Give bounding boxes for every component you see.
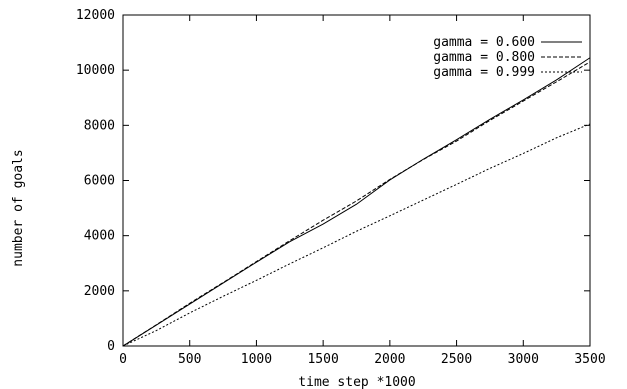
x-tick-label: 0 <box>119 352 127 367</box>
series-line-2 <box>122 61 591 347</box>
x-tick-label: 2000 <box>374 352 405 367</box>
x-tick-label: 1000 <box>241 352 272 367</box>
series-line-3 <box>122 123 591 347</box>
y-tick-label: 0 <box>107 339 115 354</box>
x-tick-label: 3500 <box>574 352 605 367</box>
y-axis-label: number of goals <box>11 149 26 266</box>
x-tick-label: 1500 <box>307 352 338 367</box>
y-tick-label: 6000 <box>84 174 115 189</box>
y-axis: 0 2000 4000 6000 8000 10000 12000 <box>76 8 590 354</box>
x-axis: 0 500 1000 1500 2000 2500 3000 3500 <box>119 15 606 367</box>
x-tick-label: 3000 <box>508 352 539 367</box>
y-tick-label: 8000 <box>84 118 115 133</box>
series-line-1 <box>122 57 591 347</box>
legend-label-2: gamma = 0.800 <box>433 50 535 65</box>
legend-label-3: gamma = 0.999 <box>433 65 535 80</box>
x-tick-label: 2500 <box>441 352 472 367</box>
y-tick-label: 12000 <box>76 8 115 23</box>
y-tick-label: 4000 <box>84 229 115 244</box>
series-lines <box>122 57 591 347</box>
y-tick-label: 10000 <box>76 63 115 78</box>
x-tick-label: 500 <box>178 352 201 367</box>
legend-label-1: gamma = 0.600 <box>433 35 535 50</box>
x-axis-label: time step *1000 <box>298 375 415 389</box>
y-tick-label: 2000 <box>84 284 115 299</box>
